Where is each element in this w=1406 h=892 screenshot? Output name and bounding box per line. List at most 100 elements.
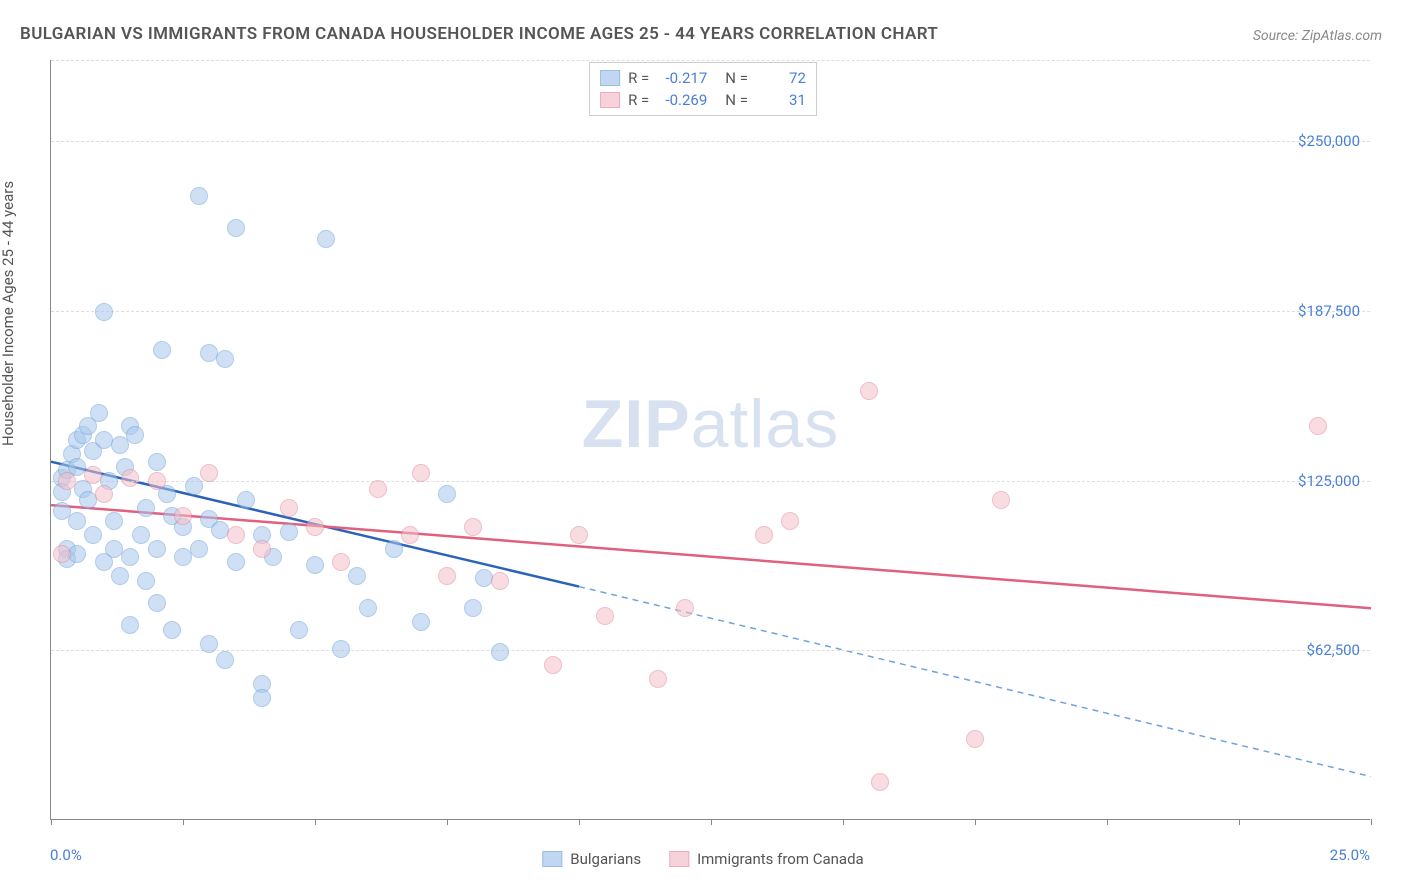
data-point	[369, 480, 387, 498]
series-legend-item: Bulgarians	[542, 850, 641, 868]
legend-swatch	[600, 92, 620, 108]
x-tick	[843, 819, 844, 825]
data-point	[781, 512, 799, 530]
data-point	[105, 512, 123, 530]
data-point	[464, 599, 482, 617]
data-point	[148, 594, 166, 612]
data-point	[237, 491, 255, 509]
chart-container: BULGARIAN VS IMMIGRANTS FROM CANADA HOUS…	[0, 0, 1406, 892]
x-tick	[183, 819, 184, 825]
data-point	[137, 499, 155, 517]
plot-area: ZIPatlas $62,500$125,000$187,500$250,000	[50, 60, 1370, 820]
series-legend-item: Immigrants from Canada	[669, 850, 864, 868]
data-point	[121, 616, 139, 634]
series-legend: Bulgarians Immigrants from Canada	[542, 850, 863, 868]
data-point	[148, 540, 166, 558]
data-point	[280, 499, 298, 517]
data-point	[111, 567, 129, 585]
data-point	[332, 553, 350, 571]
correlation-legend: R = -0.217 N = 72 R = -0.269 N = 31	[589, 62, 817, 116]
data-point	[280, 523, 298, 541]
correlation-legend-row: R = -0.217 N = 72	[600, 67, 806, 89]
data-point	[84, 466, 102, 484]
x-axis-min-label: 0.0%	[50, 846, 82, 864]
data-point	[200, 635, 218, 653]
y-tick-label: $187,500	[1298, 302, 1360, 320]
gridline	[51, 481, 1370, 482]
data-point	[200, 464, 218, 482]
legend-n-label: N =	[725, 91, 748, 109]
data-point	[438, 567, 456, 585]
data-point	[412, 464, 430, 482]
x-tick	[1107, 819, 1108, 825]
chart-title: BULGARIAN VS IMMIGRANTS FROM CANADA HOUS…	[20, 24, 938, 44]
gridline	[51, 311, 1370, 312]
x-tick	[315, 819, 316, 825]
data-point	[491, 572, 509, 590]
data-point	[676, 599, 694, 617]
data-point	[332, 640, 350, 658]
data-point	[90, 404, 108, 422]
gridline	[51, 60, 1370, 61]
data-point	[227, 526, 245, 544]
data-point	[121, 469, 139, 487]
data-point	[596, 607, 614, 625]
data-point	[132, 526, 150, 544]
legend-r-value: -0.217	[657, 69, 707, 87]
data-point	[216, 651, 234, 669]
data-point	[401, 526, 419, 544]
data-point	[755, 526, 773, 544]
data-point	[306, 556, 324, 574]
x-tick	[711, 819, 712, 825]
source-citation: Source: ZipAtlas.com	[1253, 28, 1382, 44]
legend-swatch	[669, 851, 689, 867]
y-tick-label: $125,000	[1298, 472, 1360, 490]
data-point	[58, 472, 76, 490]
legend-swatch	[542, 851, 562, 867]
legend-r-label: R =	[628, 69, 649, 87]
data-point	[185, 477, 203, 495]
data-point	[871, 773, 889, 791]
data-point	[174, 507, 192, 525]
data-point	[412, 613, 430, 631]
y-tick-label: $62,500	[1306, 641, 1360, 659]
data-point	[137, 572, 155, 590]
x-tick	[975, 819, 976, 825]
legend-n-value: 31	[756, 91, 806, 109]
data-point	[290, 621, 308, 639]
trend-line	[579, 587, 1371, 777]
data-point	[348, 567, 366, 585]
legend-n-value: 72	[756, 69, 806, 87]
data-point	[163, 621, 181, 639]
legend-r-label: R =	[628, 91, 649, 109]
data-point	[95, 303, 113, 321]
data-point	[84, 526, 102, 544]
trend-lines	[51, 60, 1370, 819]
correlation-legend-row: R = -0.269 N = 31	[600, 89, 806, 111]
x-tick	[1371, 819, 1372, 825]
data-point	[121, 548, 139, 566]
gridline	[51, 141, 1370, 142]
x-axis-max-label: 25.0%	[1330, 846, 1370, 864]
data-point	[253, 540, 271, 558]
data-point	[438, 485, 456, 503]
data-point	[53, 502, 71, 520]
series-legend-label: Bulgarians	[570, 850, 641, 868]
data-point	[966, 730, 984, 748]
data-point	[153, 341, 171, 359]
data-point	[570, 526, 588, 544]
data-point	[1309, 417, 1327, 435]
legend-n-label: N =	[725, 69, 748, 87]
data-point	[111, 436, 129, 454]
data-point	[148, 453, 166, 471]
data-point	[190, 187, 208, 205]
data-point	[464, 518, 482, 536]
data-point	[148, 472, 166, 490]
legend-swatch	[600, 70, 620, 86]
data-point	[253, 689, 271, 707]
legend-r-value: -0.269	[657, 91, 707, 109]
data-point	[190, 540, 208, 558]
data-point	[317, 230, 335, 248]
data-point	[68, 512, 86, 530]
data-point	[227, 219, 245, 237]
